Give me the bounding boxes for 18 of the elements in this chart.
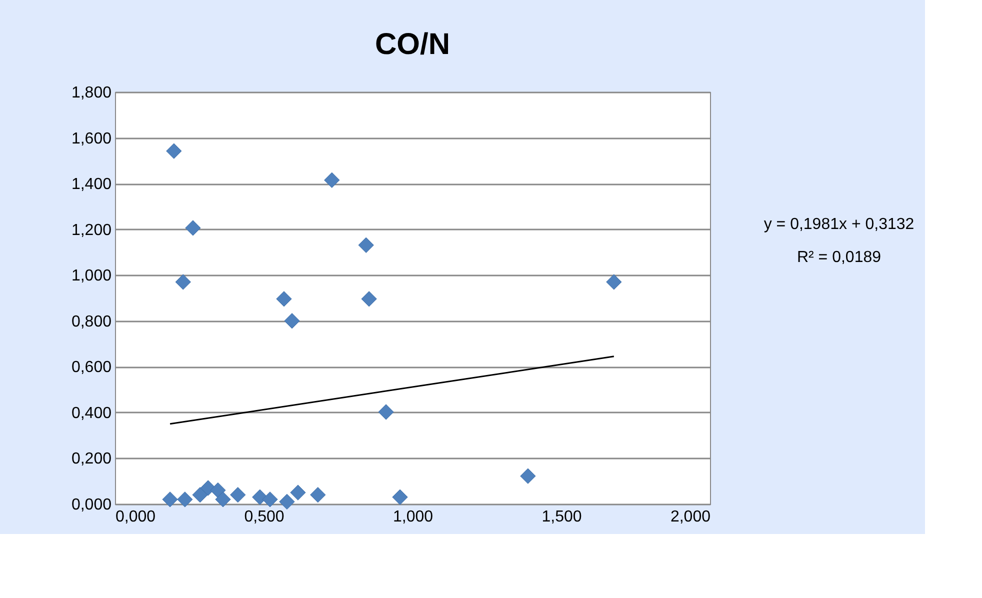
y-tick-label: 1,800	[71, 84, 112, 102]
y-tick-label: 1,000	[71, 268, 112, 285]
x-tick-label: 0,500	[244, 508, 284, 526]
y-tick-label: 1,200	[71, 222, 112, 239]
x-tick-label: 0,000	[116, 508, 156, 526]
y-tick-label: 0,200	[71, 450, 112, 468]
chart-title: CO/N	[375, 28, 450, 61]
x-tick-label: 1,500	[542, 508, 582, 526]
x-tick-label: 2,000	[670, 508, 711, 526]
y-tick-label: 0,400	[71, 404, 112, 422]
text: R² = 0,0189	[796, 249, 882, 266]
y-tick-label: 0,800	[71, 313, 112, 330]
x-tick-label: 1,000	[392, 508, 434, 526]
text: y = 0,1981x + 0,3132	[764, 216, 914, 233]
y-tick-label: 0,000	[71, 496, 112, 514]
y-tick-label: 0,600	[71, 359, 112, 376]
y-tick-label: 1,400	[71, 176, 112, 194]
y-tick-label: 1,600	[71, 130, 112, 148]
